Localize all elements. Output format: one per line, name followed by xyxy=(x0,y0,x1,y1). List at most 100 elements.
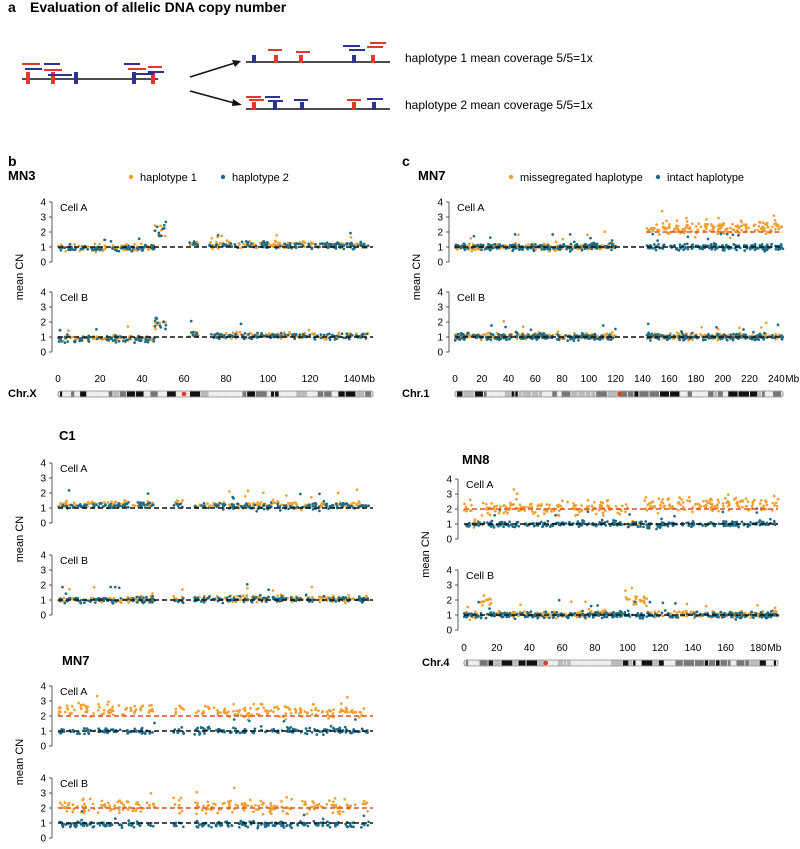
data-point xyxy=(548,247,552,251)
data-point xyxy=(57,340,61,343)
data-point xyxy=(141,704,145,708)
data-point xyxy=(453,339,457,342)
data-point xyxy=(564,522,568,525)
data-point xyxy=(580,248,584,252)
data-point xyxy=(232,702,236,706)
data-point xyxy=(500,333,503,337)
data-point xyxy=(315,733,319,736)
ideogram-band xyxy=(176,391,181,397)
data-point xyxy=(174,712,178,716)
arrow-down-head xyxy=(232,99,242,106)
data-point xyxy=(111,728,115,731)
data-point xyxy=(142,503,146,507)
data-point xyxy=(459,331,463,335)
data-point xyxy=(333,797,337,800)
data-point xyxy=(704,524,708,528)
data-point xyxy=(366,731,369,735)
data-point xyxy=(273,824,277,828)
data-point xyxy=(348,824,352,828)
data-point xyxy=(164,327,167,331)
data-point xyxy=(289,726,293,729)
data-point xyxy=(202,596,206,599)
data-point xyxy=(458,338,462,341)
data-point xyxy=(282,719,286,723)
data-point xyxy=(624,510,627,514)
ideogram-band xyxy=(150,391,158,397)
data-point xyxy=(143,506,147,509)
data-point xyxy=(340,332,344,336)
data-point xyxy=(82,797,85,801)
data-point xyxy=(352,825,355,829)
data-point xyxy=(247,333,250,336)
data-point xyxy=(231,598,235,602)
data-point xyxy=(626,525,630,529)
data-point xyxy=(96,811,100,814)
data-point xyxy=(223,596,227,600)
data-point xyxy=(294,599,298,603)
data-point xyxy=(259,593,262,597)
data-point xyxy=(204,808,208,811)
data-point xyxy=(772,214,776,218)
y-tick-label: 3 xyxy=(40,303,46,314)
data-point xyxy=(224,332,228,335)
data-point xyxy=(152,340,156,343)
data-point xyxy=(738,326,741,330)
data-point xyxy=(561,499,564,503)
data-point xyxy=(566,500,569,504)
data-point xyxy=(675,219,679,223)
data-point xyxy=(86,247,90,251)
cell-label: Cell B xyxy=(457,292,485,304)
data-point xyxy=(328,799,331,802)
data-point xyxy=(142,596,145,600)
data-point xyxy=(732,228,736,232)
data-point xyxy=(304,802,308,806)
data-point xyxy=(260,333,264,337)
data-point xyxy=(485,506,489,510)
data-point xyxy=(221,802,225,806)
data-point xyxy=(532,524,536,528)
data-point xyxy=(511,503,515,507)
data-point xyxy=(120,823,124,827)
data-point xyxy=(592,500,596,504)
data-point xyxy=(217,596,220,600)
data-point xyxy=(706,223,710,226)
data-point xyxy=(328,338,332,342)
data-point xyxy=(483,247,487,251)
data-point xyxy=(284,717,287,721)
data-point xyxy=(125,706,129,710)
data-point xyxy=(206,597,209,600)
data-point xyxy=(180,809,184,813)
data-point xyxy=(697,502,701,506)
data-point xyxy=(661,222,665,225)
data-point xyxy=(68,587,71,591)
data-point xyxy=(694,224,698,228)
data-point xyxy=(618,513,622,516)
data-point xyxy=(237,825,241,829)
data-point xyxy=(355,503,358,507)
data-point xyxy=(334,803,338,807)
data-point xyxy=(541,524,545,528)
data-point xyxy=(657,497,661,501)
data-point xyxy=(119,596,123,600)
data-point xyxy=(608,333,611,337)
ideogram-band xyxy=(717,391,723,397)
ideogram-band xyxy=(136,391,144,397)
data-point xyxy=(216,233,220,237)
data-point xyxy=(299,709,302,713)
data-point xyxy=(624,503,628,506)
data-point xyxy=(286,333,290,337)
data-point xyxy=(462,338,466,341)
data-point xyxy=(250,804,254,808)
data-point xyxy=(63,335,67,339)
data-point xyxy=(257,804,261,808)
data-point xyxy=(139,339,143,342)
data-point xyxy=(717,522,721,526)
data-point xyxy=(71,335,75,339)
data-point xyxy=(561,237,565,241)
data-point xyxy=(217,808,221,812)
data-point xyxy=(97,703,100,706)
data-point xyxy=(238,594,242,598)
data-point xyxy=(708,501,711,505)
data-point xyxy=(95,328,98,331)
